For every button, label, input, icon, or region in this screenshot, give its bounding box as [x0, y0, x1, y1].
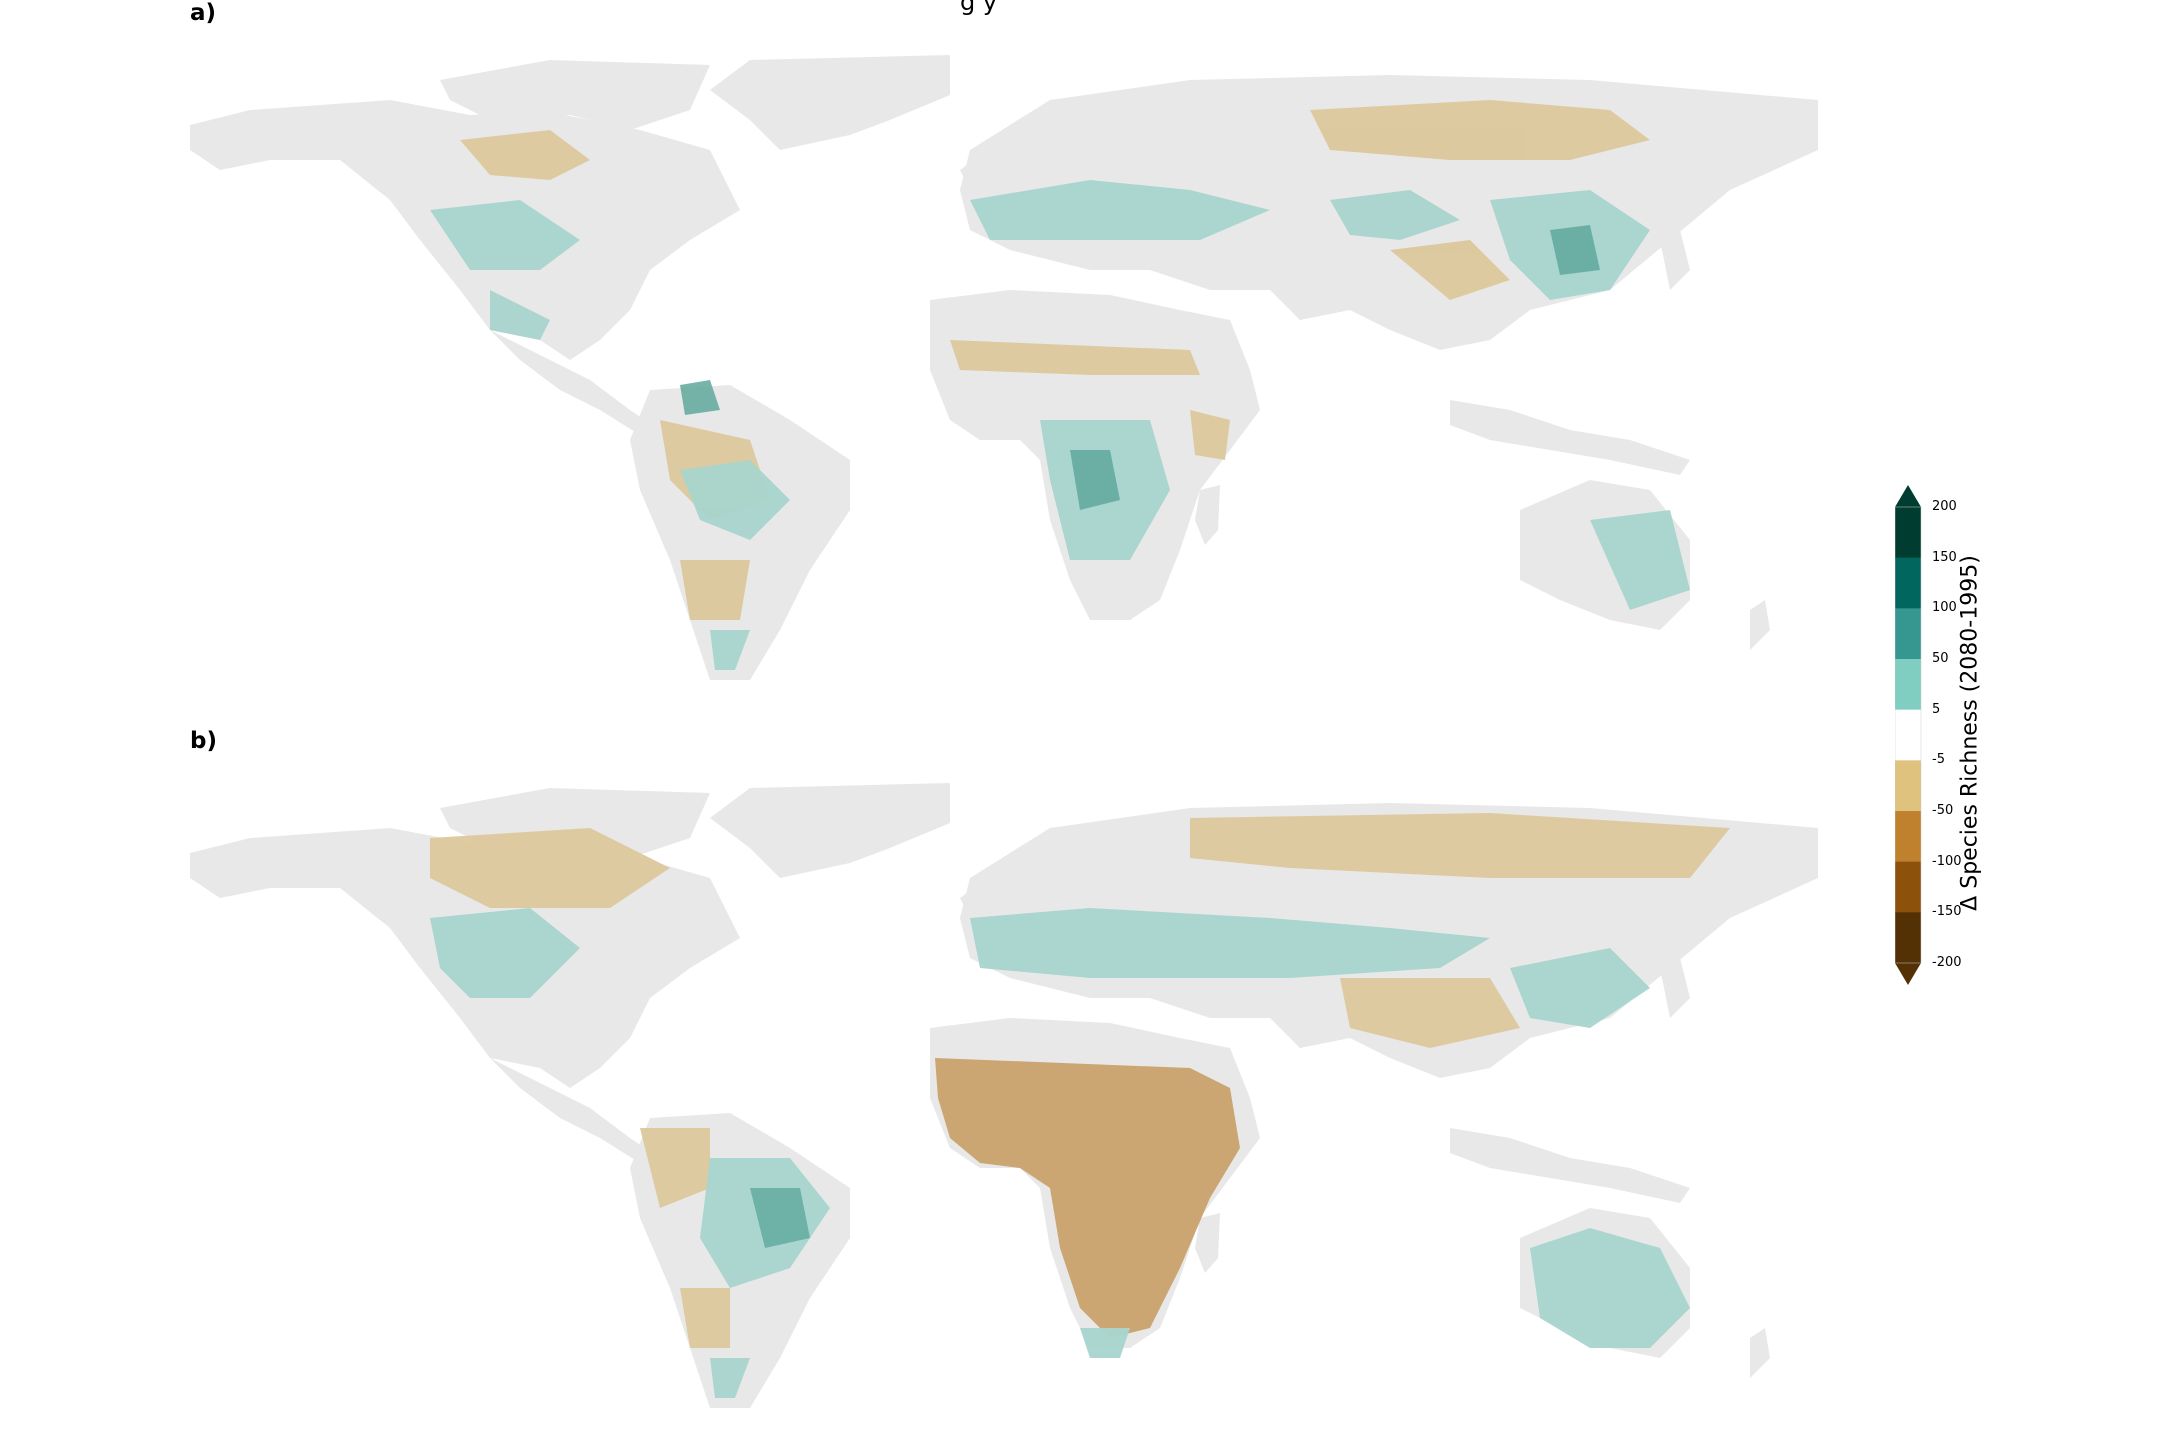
strong-increase-areas	[750, 1188, 810, 1248]
colorbar-label: Δ Species Richness (2080-1995)	[1957, 555, 1983, 911]
colorbar-tick-label: 50	[1932, 651, 1949, 666]
uk	[960, 883, 990, 928]
colorbar-bin	[1895, 608, 1921, 660]
colorbar-tick-label: -200	[1932, 955, 1962, 970]
colorbar-frame	[1895, 506, 1922, 964]
colorbar-extend-min	[1895, 963, 1921, 985]
central-america	[490, 330, 660, 435]
new-zealand	[1750, 1328, 1770, 1378]
japan	[1660, 958, 1690, 1018]
colorbar-tick-label: 150	[1932, 549, 1957, 565]
decrease-areas	[430, 813, 1730, 1348]
colorbar-extend-max	[1895, 485, 1921, 507]
greenland	[710, 783, 950, 878]
colorbar-bin	[1895, 811, 1921, 863]
colorbar	[1895, 485, 1922, 985]
greenland	[710, 55, 950, 150]
colorbar-bin	[1895, 659, 1921, 711]
colorbar-tick-label: -5	[1932, 752, 1945, 768]
central-america	[490, 1058, 660, 1163]
colorbar-bin	[1895, 709, 1921, 761]
colorbar-bin	[1895, 912, 1921, 964]
uk	[960, 155, 990, 200]
new-zealand	[1750, 600, 1770, 650]
colorbar-tick-label: -150	[1932, 904, 1962, 920]
colorbar-bin	[1895, 507, 1921, 559]
colorbar-bin	[1895, 861, 1921, 913]
colorbar-bin	[1895, 760, 1921, 812]
colorbar-bins	[1895, 485, 1921, 985]
world-map-panel-b	[190, 783, 1818, 1408]
colorbar-bin	[1895, 557, 1921, 609]
colorbar-tick-label: 200	[1932, 499, 1957, 514]
figure-title-fragment: g y	[960, 0, 998, 16]
world-map-panel-a	[190, 55, 1818, 680]
colorbar-tick-label: 5	[1932, 701, 1941, 717]
panel-label-b: b)	[190, 728, 217, 754]
panel-label-a: a)	[190, 0, 217, 26]
strong-decrease-africa	[935, 1058, 1240, 1338]
japan	[1660, 230, 1690, 290]
strong-increase-areas	[680, 225, 1600, 510]
decrease-areas	[460, 100, 1650, 620]
madagascar	[1195, 1213, 1220, 1273]
colorbar-tick-label: 100	[1932, 600, 1957, 616]
increase-areas	[430, 180, 1690, 670]
madagascar	[1195, 485, 1220, 545]
se-asia-islands	[1450, 1128, 1690, 1203]
colorbar-tick-label: -50	[1932, 803, 1954, 818]
colorbar-tick-label: -100	[1932, 853, 1962, 869]
se-asia-islands	[1450, 400, 1690, 475]
